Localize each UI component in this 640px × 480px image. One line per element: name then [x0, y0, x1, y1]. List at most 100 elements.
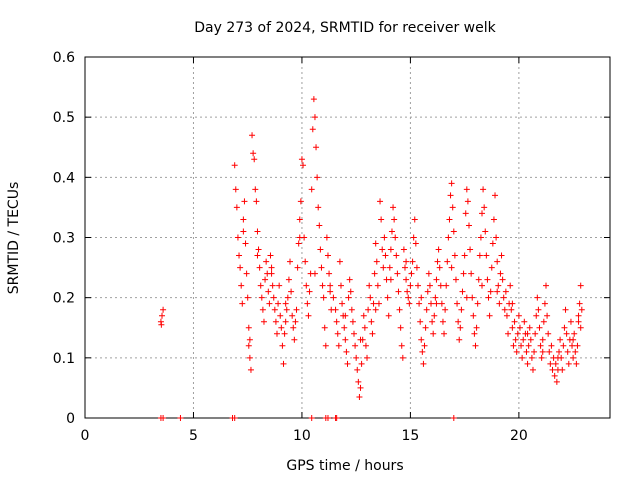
data-point [231, 162, 238, 169]
data-point [311, 270, 318, 277]
data-point [240, 216, 247, 223]
data-point [324, 415, 331, 421]
data-point [457, 324, 464, 331]
data-point [431, 312, 438, 319]
data-point [465, 222, 472, 229]
data-point [564, 348, 571, 355]
data-point [319, 282, 326, 289]
data-point [546, 348, 553, 355]
data-point [369, 330, 376, 337]
x-tick-label: 15 [401, 428, 419, 444]
data-point [311, 114, 318, 121]
data-point [296, 234, 303, 241]
data-point [492, 192, 499, 199]
data-point [381, 234, 388, 241]
data-point [430, 330, 437, 337]
data-point [479, 282, 486, 289]
data-point [270, 294, 277, 301]
data-point [160, 306, 167, 313]
data-point [357, 384, 364, 391]
data-point [570, 336, 577, 343]
data-point [571, 330, 578, 337]
data-point [493, 234, 500, 241]
data-marks [157, 96, 585, 421]
data-point [324, 252, 331, 259]
data-point [528, 354, 535, 361]
data-point [333, 415, 340, 421]
data-point [268, 264, 275, 271]
data-point [423, 306, 430, 313]
data-point [344, 360, 351, 367]
data-point [330, 294, 337, 301]
data-point [158, 321, 165, 328]
data-point [378, 216, 385, 223]
data-point [404, 288, 411, 295]
data-point [245, 324, 252, 331]
data-point [570, 354, 577, 361]
data-point [560, 342, 567, 349]
data-point [285, 276, 292, 283]
data-point [544, 312, 551, 319]
data-point [242, 240, 249, 247]
data-point [526, 324, 533, 331]
data-point [502, 288, 509, 295]
data-point [475, 276, 482, 283]
x-tick-label: 20 [510, 428, 528, 444]
data-point [341, 324, 348, 331]
data-point [559, 366, 566, 373]
data-point [298, 156, 305, 163]
data-point [327, 282, 334, 289]
data-point [295, 240, 302, 247]
data-point [308, 186, 315, 193]
data-point [553, 378, 560, 385]
data-point [467, 246, 474, 253]
data-point [388, 228, 395, 235]
data-point [373, 258, 380, 265]
data-point [486, 312, 493, 319]
data-point [503, 312, 510, 319]
data-point [292, 318, 299, 325]
data-point [246, 336, 253, 343]
data-point [385, 312, 392, 319]
data-point [577, 282, 584, 289]
data-point [245, 342, 252, 349]
data-point [500, 294, 507, 301]
data-point [233, 204, 240, 211]
data-point [326, 270, 333, 277]
data-point [464, 198, 471, 205]
data-point [281, 330, 288, 337]
data-point [537, 342, 544, 349]
data-point [374, 282, 381, 289]
data-point [529, 366, 536, 373]
data-point [426, 282, 433, 289]
data-point [238, 282, 245, 289]
data-point [567, 318, 574, 325]
x-tick-label: 10 [293, 428, 311, 444]
data-point [288, 288, 295, 295]
data-point [237, 264, 244, 271]
data-point [335, 342, 342, 349]
data-point [536, 324, 543, 331]
data-point [551, 372, 558, 379]
data-point [411, 216, 418, 223]
data-point [540, 318, 547, 325]
data-point [421, 342, 428, 349]
chart-title: Day 273 of 2024, SRMTID for receiver wel… [194, 20, 496, 36]
data-point [448, 180, 455, 187]
data-point [320, 294, 327, 301]
data-point [252, 186, 259, 193]
data-point [438, 300, 445, 307]
data-point [318, 264, 325, 271]
data-point [474, 300, 481, 307]
data-point [392, 234, 399, 241]
data-point [452, 276, 459, 283]
data-point [433, 300, 440, 307]
data-point [371, 270, 378, 277]
data-point [428, 300, 435, 307]
data-point [322, 342, 329, 349]
data-point [450, 415, 457, 421]
data-point [485, 294, 492, 301]
data-point [445, 234, 452, 241]
y-tick-label: 0.3 [53, 231, 75, 247]
